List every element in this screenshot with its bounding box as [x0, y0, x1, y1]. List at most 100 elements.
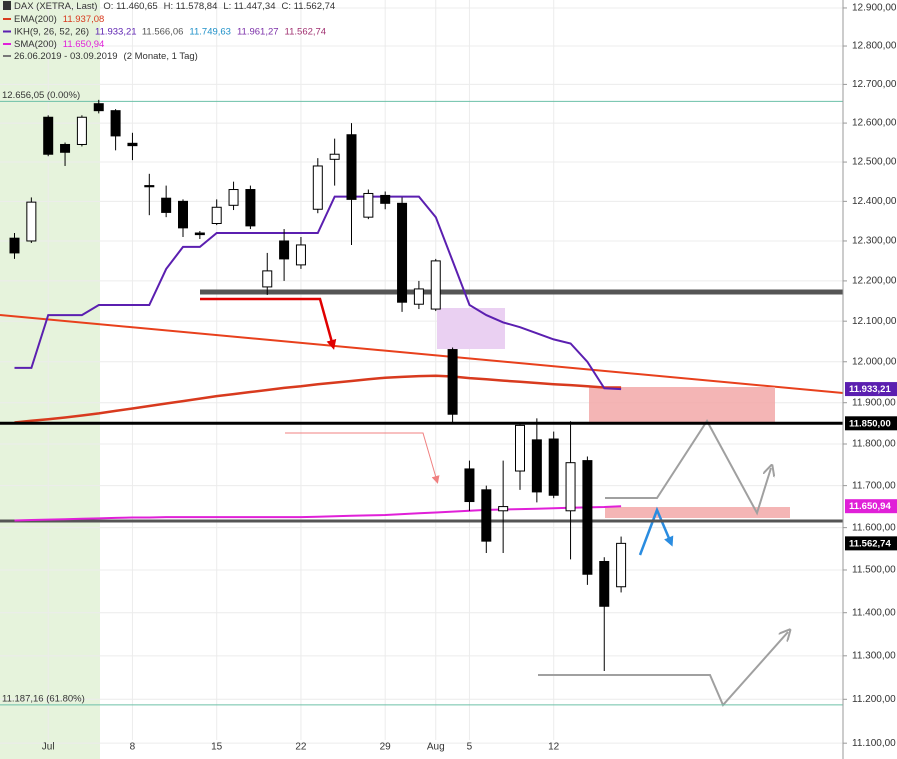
legend-value: 11.749,63	[189, 26, 231, 37]
candle-body	[413, 288, 424, 305]
price-label-box	[845, 536, 897, 551]
price-label-box	[845, 382, 897, 397]
zone-box	[605, 507, 790, 518]
candle-body	[363, 192, 374, 218]
y-tick-label: 11.300,00	[852, 650, 896, 661]
legend-icon	[3, 1, 11, 10]
trend-line	[0, 314, 844, 394]
y-tick-label: 12.600,00	[852, 118, 897, 129]
candle-body	[178, 200, 188, 229]
legend-value: 11.650,94	[63, 39, 105, 50]
candle-body	[599, 560, 610, 607]
drawings	[0, 289, 844, 707]
candle-body	[515, 424, 525, 472]
y-tick-label: 12.800,00	[852, 41, 897, 52]
candle-body	[397, 202, 408, 303]
level-label: 12.656,05 (0.00%)	[2, 90, 80, 101]
x-tick-label: 15	[211, 742, 223, 753]
legend-entry: EMA(200) 11.937,08	[14, 14, 104, 25]
candle-body	[228, 189, 239, 206]
range: 26.06.2019 - 03.09.2019	[14, 51, 118, 62]
price-label: 11.650,94	[849, 501, 891, 512]
quote: C: 11.562,74	[281, 1, 335, 12]
legend-entry: SMA(200) 11.650,94	[14, 39, 104, 50]
zone-box	[437, 308, 505, 349]
legend-value: 11.566,06	[142, 26, 184, 37]
x-tick-label: 22	[295, 742, 307, 753]
candle-body	[43, 116, 54, 155]
y-tick-label: 12.000,00	[852, 356, 897, 367]
candle-body	[346, 134, 357, 200]
legend-value: 11.937,08	[63, 14, 105, 25]
candle-body	[144, 185, 155, 188]
price-label-box	[845, 499, 897, 514]
candle-body	[329, 153, 340, 160]
arrow	[285, 432, 440, 484]
legend-name: IKH(9, 26, 52, 26)	[14, 26, 89, 37]
legend-entry: IKH(9, 26, 52, 26) 11.933,21 11.566,06 11.7…	[14, 26, 326, 37]
candle-body	[531, 439, 542, 493]
candle-body	[60, 143, 71, 153]
y-tick-label: 11.200,00	[852, 694, 896, 705]
candle-body	[194, 232, 205, 236]
candle-body	[616, 542, 627, 588]
candle-body	[498, 506, 509, 512]
x-tick-label: 12	[548, 742, 560, 753]
period: (2 Monate, 1 Tag)	[124, 51, 198, 62]
y-tick-label: 12.300,00	[852, 236, 897, 247]
legend-name: EMA(200)	[14, 14, 57, 25]
highlight-zone	[0, 0, 100, 759]
x-tick-label: Aug	[427, 742, 445, 753]
date-range: 26.06.2019 - 03.09.2019 (2 Monate, 1 Tag)	[14, 51, 198, 62]
y-tick-label: 11.900,00	[852, 397, 896, 408]
candle-body	[464, 468, 475, 503]
candle-body	[26, 201, 37, 242]
candle-body	[161, 197, 172, 213]
y-tick-label: 11.500,00	[852, 565, 896, 576]
candle-body	[380, 194, 391, 204]
x-tick-label: 5	[467, 742, 473, 753]
x-tick-label: 29	[380, 742, 392, 753]
y-tick-label: 11.600,00	[852, 522, 896, 533]
candle-body	[262, 270, 273, 288]
symbol: DAX (XETRA, Last)	[14, 1, 97, 12]
indicator-line	[14, 505, 622, 522]
y-tick-label: 11.400,00	[852, 607, 896, 618]
quote: O: 11.460,65	[103, 1, 157, 12]
legend-value: 11.933,21	[95, 26, 136, 37]
candle-body	[76, 116, 87, 145]
x-tick-label: 8	[130, 742, 136, 753]
indicator-line	[14, 374, 622, 424]
price-label-box	[845, 416, 897, 431]
y-tick-label: 11.800,00	[852, 439, 896, 450]
y-tick-label: 12.500,00	[852, 157, 897, 168]
candle-body	[295, 244, 306, 266]
plot: 12.656,05 (0.00%) 11.187,16 (61.80%)	[0, 90, 843, 706]
candle-body	[481, 489, 492, 542]
candle-body	[430, 260, 441, 310]
y-tick-label: 12.700,00	[852, 79, 897, 90]
y-tick-label: 11.100,00	[852, 738, 896, 749]
candle-body	[312, 165, 323, 210]
price-label: 11.562,74	[849, 538, 891, 549]
candle-body	[93, 103, 104, 112]
projection-path	[605, 419, 771, 516]
candle-body	[447, 349, 458, 415]
legend-title: DAX (XETRA, Last) O: 11.460,65 H: 11.578,8…	[14, 1, 335, 12]
candle-body	[110, 110, 121, 137]
price-label: 11.933,21	[849, 384, 891, 395]
candle-body	[127, 142, 138, 147]
axis: 11.100,00 11.200,00 11.300,00 11.400,00 11.5…	[42, 3, 897, 753]
x-tick-label: Jul	[42, 742, 55, 753]
y-tick-label: 12.200,00	[852, 276, 897, 287]
legend: DAX (XETRA, Last) O: 11.460,65 H: 11.578,8…	[3, 1, 335, 62]
candle-body	[565, 462, 576, 512]
candle-body	[245, 189, 256, 227]
level-label: 11.187,16 (61.80%)	[2, 693, 85, 704]
zone-box	[589, 387, 775, 424]
candle-body	[582, 460, 593, 575]
grid	[0, 0, 843, 744]
candle-body	[279, 240, 290, 260]
legend-value: 11.961,27	[237, 26, 279, 37]
